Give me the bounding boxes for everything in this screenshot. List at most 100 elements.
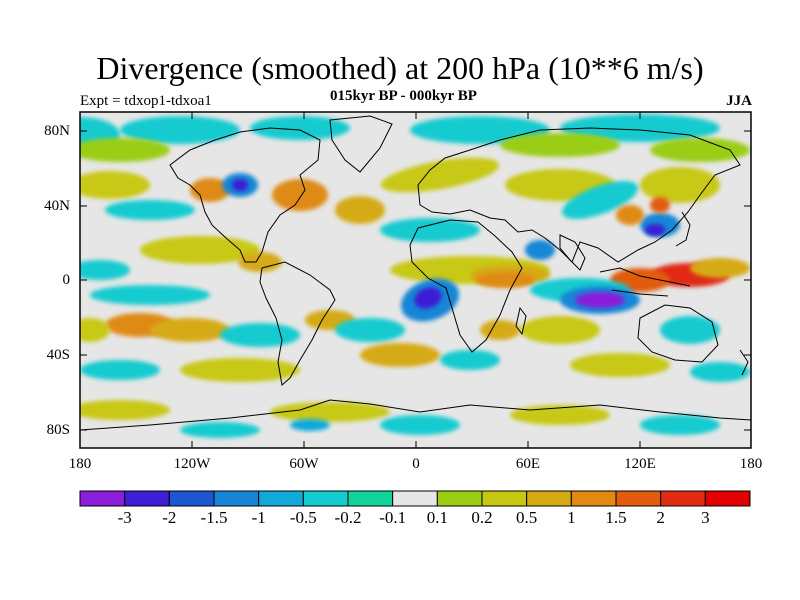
coast-japan	[675, 211, 691, 247]
field-patch-cyan	[105, 200, 195, 220]
lat-tick-80s: 80S	[46, 422, 70, 438]
field-patch-ochre	[335, 196, 385, 224]
coast-south-america	[259, 261, 336, 386]
contour-patches	[80, 114, 750, 438]
field-patch-cyan	[440, 350, 500, 370]
colorbar-swatch	[704, 490, 751, 507]
field-patch-ochre	[360, 343, 440, 367]
field-patch-cyan	[120, 116, 240, 144]
field-patch-deepblue	[232, 179, 248, 191]
field-patch-ochre	[690, 258, 750, 278]
colorbar-label: -3	[117, 508, 132, 527]
field-patch-cyan	[380, 415, 460, 435]
field-patch-ochre	[150, 318, 230, 342]
field-patch-cyan	[562, 181, 638, 219]
field-patch-deepblue	[414, 287, 442, 309]
colorbar-label: 2	[656, 508, 665, 527]
coast-africa	[409, 219, 523, 353]
field-patch-cyan	[380, 218, 480, 242]
field-patch-cyan	[335, 318, 405, 342]
coastlines	[80, 115, 751, 431]
field-patch-yellow	[180, 358, 300, 382]
field-patch-cyan	[90, 285, 210, 305]
coast-australia	[637, 304, 719, 363]
colorbar-label: -1	[251, 508, 266, 527]
lon-tick-120w: 120W	[173, 456, 211, 472]
lon-tick-0: 0	[412, 456, 420, 472]
lon-tick-60w: 60W	[289, 456, 319, 472]
field-patch-yellow	[80, 400, 170, 420]
lon-tick-120e: 120E	[624, 456, 656, 472]
coast-eurasia	[417, 127, 741, 263]
colorbar-swatch	[302, 490, 349, 507]
colorbar-swatch	[660, 490, 706, 507]
field-patch-ochre	[480, 320, 520, 340]
field-patch-yellow	[80, 171, 150, 199]
field-patch-cyan	[80, 260, 130, 280]
lon-tick-180w: 180	[68, 456, 92, 472]
axis-ticks	[79, 112, 752, 448]
colorbar-swatch	[258, 490, 304, 507]
coast-north-america	[169, 127, 321, 263]
coast-antarctica	[80, 399, 751, 431]
field-patch-green	[80, 138, 170, 162]
field-patch-yellow	[140, 236, 260, 264]
colorbar-label: 1	[567, 508, 576, 527]
colorbar-swatch	[168, 490, 215, 507]
colorbar-swatch	[481, 490, 528, 507]
lon-tick-60e: 60E	[515, 456, 541, 472]
lat-tick-40s: 40S	[46, 347, 70, 363]
colorbar-swatch	[615, 490, 662, 507]
field-patch-deepblue	[645, 224, 665, 236]
field-patch-yellow	[640, 167, 720, 203]
field-patch-cyan	[410, 116, 550, 144]
period-label: 015kyr BP - 000kyr BP	[330, 88, 477, 104]
colorbar-swatch	[436, 490, 483, 507]
field-patch-yellow	[520, 316, 600, 344]
season-label: JJA	[726, 93, 752, 109]
colorbar-label: -1.5	[200, 508, 228, 527]
field-patch-cyan	[690, 362, 750, 382]
colorbar-swatch	[79, 490, 126, 507]
coast-greenland	[329, 115, 393, 173]
field-patch-green	[500, 133, 620, 157]
field-patch-orange	[272, 179, 328, 211]
lat-tick-80n: 80N	[44, 123, 70, 139]
experiment-label: Expt = tdxop1-tdxoa1	[80, 93, 212, 109]
field-patch-yellow	[570, 353, 670, 377]
field-patch-cyan	[560, 114, 720, 142]
colorbar-swatch	[570, 490, 617, 507]
colorbar-swatch	[392, 490, 438, 507]
colorbar-label: 0.1	[426, 508, 448, 527]
field-patch-yellow	[80, 318, 110, 342]
field-patch-yellow	[270, 402, 390, 422]
colorbar-label: 0.2	[471, 508, 493, 527]
field-patch-yellow	[380, 157, 500, 193]
colorbar-label: 3	[701, 508, 710, 527]
field-patch-purple	[575, 292, 625, 308]
colorbar-swatch	[213, 490, 260, 507]
field-patch-cyan	[220, 323, 300, 347]
field-patch-orange	[616, 205, 644, 225]
colorbar	[79, 490, 751, 507]
colorbar-label: -0.2	[334, 508, 362, 527]
colorbar-swatch	[124, 490, 170, 507]
field-patch-cyan	[660, 316, 720, 344]
colorbar-label: -0.5	[289, 508, 317, 527]
field-patch-green	[650, 138, 750, 162]
coast-india	[559, 234, 586, 271]
field-patch-ochre	[238, 252, 282, 272]
field-patch-blue	[525, 240, 555, 260]
field-patch-cyan	[180, 422, 260, 438]
colorbar-swatch	[347, 490, 394, 507]
coast-indonesia	[599, 267, 691, 297]
field-patch-redorange	[650, 197, 670, 213]
lon-tick-180e: 180	[739, 456, 763, 472]
field-patch-cyan	[250, 116, 350, 140]
colorbar-label: 1.5	[605, 508, 627, 527]
lat-tick-40n: 40N	[44, 198, 70, 214]
colorbar-label: 0.5	[516, 508, 538, 527]
colorbar-label: -2	[162, 508, 177, 527]
coast-madagascar	[515, 306, 527, 336]
